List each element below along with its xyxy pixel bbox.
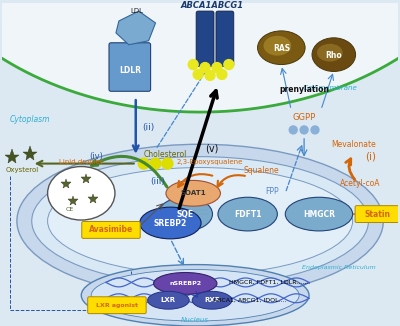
Text: Cytoplasm: Cytoplasm [10, 115, 50, 124]
Text: Oxysterol: Oxysterol [5, 167, 38, 172]
Text: (v): (v) [205, 144, 218, 154]
Ellipse shape [218, 197, 277, 231]
Circle shape [289, 126, 297, 134]
Text: Endoplasmic Reticulum: Endoplasmic Reticulum [302, 265, 376, 270]
Ellipse shape [258, 31, 305, 65]
Text: (iv): (iv) [89, 152, 103, 161]
Text: ABCA1ABCG1: ABCA1ABCG1 [180, 1, 244, 10]
Text: (i): (i) [365, 152, 376, 162]
Text: LXR agonist: LXR agonist [96, 303, 138, 308]
Text: CE: CE [65, 207, 74, 212]
Text: SQE: SQE [177, 210, 194, 219]
Circle shape [162, 158, 173, 169]
Circle shape [311, 126, 319, 134]
FancyBboxPatch shape [88, 297, 146, 314]
Text: RXR: RXR [204, 297, 220, 303]
Text: FPP: FPP [266, 187, 279, 196]
Text: prenylation: prenylation [279, 85, 329, 94]
Text: Cholesterol: Cholesterol [144, 150, 187, 159]
Ellipse shape [48, 168, 353, 274]
Text: HMGCR, FDFT1, LDLR.......: HMGCR, FDFT1, LDLR....... [229, 279, 310, 284]
Ellipse shape [91, 270, 299, 321]
Ellipse shape [285, 197, 353, 231]
Text: Acetyl-coA: Acetyl-coA [340, 179, 381, 188]
Ellipse shape [166, 180, 220, 206]
Text: Avasimibe: Avasimibe [89, 226, 133, 234]
Ellipse shape [140, 207, 201, 239]
FancyBboxPatch shape [355, 206, 400, 223]
Ellipse shape [192, 291, 232, 309]
Circle shape [150, 158, 161, 169]
Text: SOAT1: SOAT1 [180, 190, 206, 196]
Text: 2,3-Epoxysqualene: 2,3-Epoxysqualene [177, 158, 243, 165]
Circle shape [212, 63, 222, 72]
Text: LXR: LXR [161, 297, 176, 303]
Circle shape [217, 69, 227, 80]
Circle shape [205, 70, 215, 81]
Ellipse shape [148, 291, 189, 309]
Text: (iii): (iii) [150, 177, 166, 186]
Text: ABCA1, ABCG1, IDOL....: ABCA1, ABCG1, IDOL.... [213, 298, 286, 303]
Ellipse shape [317, 44, 343, 62]
Polygon shape [116, 11, 156, 45]
Ellipse shape [81, 265, 309, 326]
Ellipse shape [264, 36, 291, 56]
Circle shape [300, 126, 308, 134]
FancyBboxPatch shape [109, 43, 150, 91]
Text: LDL: LDL [130, 8, 143, 14]
Text: Rho: Rho [326, 51, 342, 60]
Circle shape [193, 69, 203, 80]
Ellipse shape [32, 157, 368, 285]
Text: FDFT1: FDFT1 [234, 210, 261, 219]
FancyBboxPatch shape [216, 11, 234, 67]
Text: nSREBP2: nSREBP2 [169, 281, 201, 286]
Circle shape [188, 60, 198, 69]
Circle shape [200, 63, 210, 72]
Ellipse shape [48, 167, 115, 220]
Text: RAS: RAS [273, 44, 290, 53]
FancyBboxPatch shape [196, 11, 214, 67]
Text: Statin: Statin [364, 210, 390, 219]
Text: HMGCR: HMGCR [303, 210, 335, 219]
Ellipse shape [17, 144, 383, 298]
Ellipse shape [312, 38, 356, 71]
Polygon shape [2, 59, 398, 326]
Text: Nucleus: Nucleus [181, 317, 209, 323]
Circle shape [138, 158, 149, 169]
Text: LDLR: LDLR [119, 66, 141, 75]
Text: Lipid droplet: Lipid droplet [60, 158, 103, 165]
Circle shape [224, 60, 234, 69]
FancyBboxPatch shape [82, 222, 140, 238]
Text: SREBP2: SREBP2 [154, 218, 187, 228]
Text: Mevalonate: Mevalonate [331, 140, 376, 149]
Ellipse shape [158, 197, 212, 231]
Text: Cell membrane: Cell membrane [303, 85, 356, 91]
Ellipse shape [154, 273, 217, 294]
Polygon shape [2, 3, 398, 112]
Text: Squalene: Squalene [244, 167, 279, 175]
Text: GGPP: GGPP [292, 113, 316, 122]
Text: (ii): (ii) [143, 123, 155, 132]
